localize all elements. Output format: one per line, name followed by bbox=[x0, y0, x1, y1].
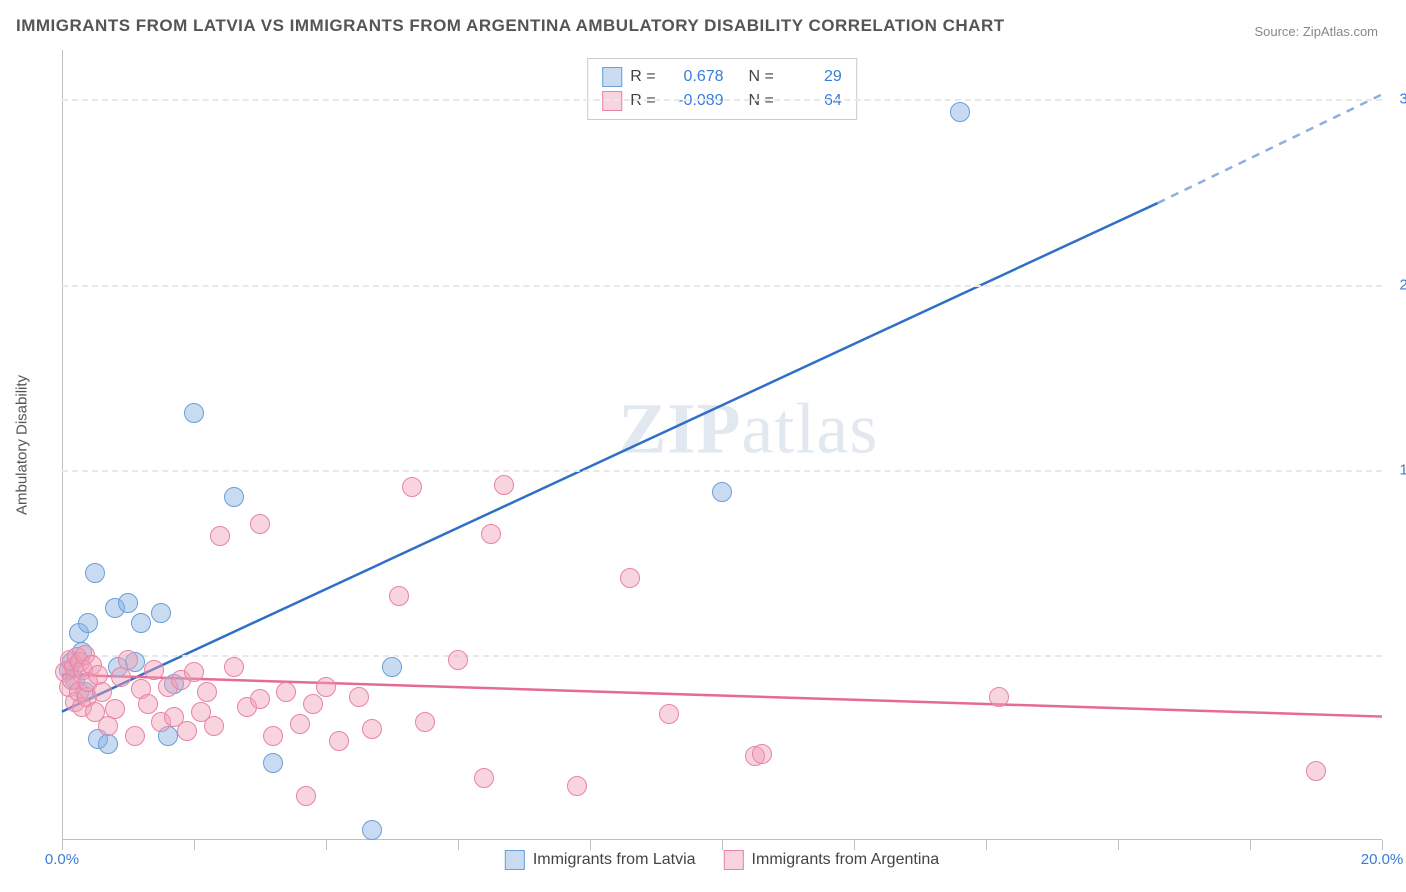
x-tick bbox=[1118, 840, 1119, 850]
point-latvia bbox=[118, 593, 138, 613]
point-argentina bbox=[111, 667, 131, 687]
point-latvia bbox=[382, 657, 402, 677]
point-argentina bbox=[402, 477, 422, 497]
point-argentina bbox=[250, 689, 270, 709]
y-tick-label: 15.0% bbox=[1399, 461, 1406, 478]
n-label: N = bbox=[748, 65, 773, 89]
gridline-h bbox=[62, 285, 1382, 287]
point-argentina bbox=[290, 714, 310, 734]
point-argentina bbox=[620, 568, 640, 588]
point-argentina bbox=[118, 650, 138, 670]
point-latvia bbox=[98, 734, 118, 754]
point-argentina bbox=[92, 682, 112, 702]
point-argentina bbox=[296, 786, 316, 806]
x-tick bbox=[1250, 840, 1251, 850]
point-latvia bbox=[224, 487, 244, 507]
point-argentina bbox=[177, 721, 197, 741]
x-tick-label: 20.0% bbox=[1361, 851, 1404, 868]
point-argentina bbox=[210, 526, 230, 546]
gridline-h bbox=[62, 655, 1382, 657]
bottom-legend: Immigrants from Latvia Immigrants from A… bbox=[505, 850, 939, 870]
x-tick bbox=[62, 840, 63, 850]
point-argentina bbox=[349, 687, 369, 707]
plot-border bbox=[62, 50, 1382, 840]
x-tick bbox=[590, 840, 591, 850]
point-argentina bbox=[448, 650, 468, 670]
x-tick bbox=[1382, 840, 1383, 850]
point-argentina bbox=[567, 776, 587, 796]
point-argentina bbox=[474, 768, 494, 788]
point-argentina bbox=[989, 687, 1009, 707]
point-argentina bbox=[481, 524, 501, 544]
point-argentina bbox=[98, 716, 118, 736]
stat-row-latvia: R = 0.678 N = 29 bbox=[602, 65, 842, 89]
point-argentina bbox=[389, 586, 409, 606]
point-argentina bbox=[494, 475, 514, 495]
point-latvia bbox=[712, 482, 732, 502]
r-label: R = bbox=[630, 65, 655, 89]
swatch-latvia bbox=[602, 67, 622, 87]
x-tick bbox=[326, 840, 327, 850]
gridline-h bbox=[62, 99, 1382, 101]
point-argentina bbox=[184, 662, 204, 682]
point-argentina bbox=[659, 704, 679, 724]
source-attribution: Source: ZipAtlas.com bbox=[1254, 24, 1378, 39]
point-argentina bbox=[224, 657, 244, 677]
legend-label-argentina: Immigrants from Argentina bbox=[752, 851, 940, 869]
point-argentina bbox=[276, 682, 296, 702]
point-argentina bbox=[303, 694, 323, 714]
point-latvia bbox=[78, 613, 98, 633]
point-argentina bbox=[415, 712, 435, 732]
point-argentina bbox=[144, 660, 164, 680]
correlation-stats-box: R = 0.678 N = 29 R = -0.089 N = 64 bbox=[587, 58, 857, 120]
legend-label-latvia: Immigrants from Latvia bbox=[533, 851, 696, 869]
point-argentina bbox=[1306, 761, 1326, 781]
y-axis-title: Ambulatory Disability bbox=[14, 375, 31, 515]
legend-item-argentina: Immigrants from Argentina bbox=[724, 850, 940, 870]
point-latvia bbox=[151, 603, 171, 623]
y-tick-label: 22.5% bbox=[1399, 276, 1406, 293]
point-argentina bbox=[263, 726, 283, 746]
x-tick bbox=[458, 840, 459, 850]
legend-swatch-latvia bbox=[505, 850, 525, 870]
y-tick-label: 30.0% bbox=[1399, 91, 1406, 108]
point-argentina bbox=[250, 514, 270, 534]
legend-swatch-argentina bbox=[724, 850, 744, 870]
point-argentina bbox=[138, 694, 158, 714]
point-latvia bbox=[85, 563, 105, 583]
point-argentina bbox=[752, 744, 772, 764]
x-tick-label: 0.0% bbox=[45, 851, 79, 868]
point-argentina bbox=[197, 682, 217, 702]
x-tick bbox=[854, 840, 855, 850]
x-tick bbox=[986, 840, 987, 850]
x-tick bbox=[722, 840, 723, 850]
correlation-scatter-chart: Ambulatory Disability ZIPatlas R = 0.678… bbox=[62, 50, 1382, 840]
r-value-latvia: 0.678 bbox=[664, 65, 724, 89]
point-latvia bbox=[362, 820, 382, 840]
gridline-h bbox=[62, 470, 1382, 472]
legend-item-latvia: Immigrants from Latvia bbox=[505, 850, 696, 870]
point-argentina bbox=[125, 726, 145, 746]
point-argentina bbox=[204, 716, 224, 736]
point-argentina bbox=[362, 719, 382, 739]
point-latvia bbox=[184, 403, 204, 423]
point-latvia bbox=[131, 613, 151, 633]
point-latvia bbox=[263, 753, 283, 773]
point-argentina bbox=[316, 677, 336, 697]
point-argentina bbox=[329, 731, 349, 751]
point-argentina bbox=[105, 699, 125, 719]
n-value-latvia: 29 bbox=[782, 65, 842, 89]
page-title: IMMIGRANTS FROM LATVIA VS IMMIGRANTS FRO… bbox=[16, 16, 1005, 36]
x-tick bbox=[194, 840, 195, 850]
point-latvia bbox=[950, 102, 970, 122]
